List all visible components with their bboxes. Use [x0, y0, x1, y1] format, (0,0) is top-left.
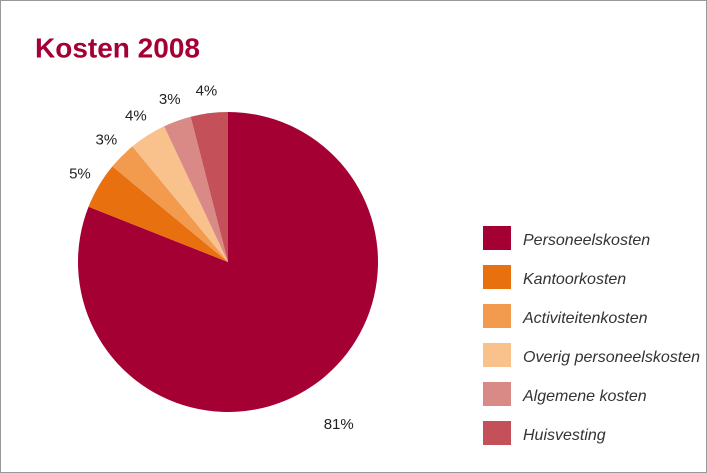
pie-slice: [132, 126, 228, 262]
legend-swatch: [483, 421, 511, 445]
data-label: 4%: [196, 82, 218, 99]
legend-label: Kantoorkosten: [523, 271, 626, 288]
legend-label: Overig personeelskosten: [523, 349, 700, 366]
data-label: 3%: [96, 131, 118, 148]
legend-swatch: [483, 382, 511, 406]
chart-title: Kosten 2008: [35, 32, 200, 63]
pie-slice: [88, 166, 228, 262]
legend-label: Personeelskosten: [523, 232, 650, 249]
data-label: 81%: [324, 416, 354, 433]
legend-label: Activiteitenkosten: [522, 310, 648, 327]
data-label: 5%: [69, 165, 91, 182]
data-label: 4%: [125, 108, 147, 125]
legend-swatch: [483, 343, 511, 367]
legend-swatch: [483, 265, 511, 289]
legend-label: Huisvesting: [523, 427, 606, 444]
legend-label: Algemene kosten: [522, 388, 647, 405]
legend-swatch: [483, 226, 511, 250]
data-label: 3%: [159, 91, 181, 108]
pie-slice: [112, 146, 228, 262]
pie-slice: [78, 112, 378, 413]
legend-swatch: [483, 304, 511, 328]
pie-slice: [164, 116, 228, 262]
pie-slice: [190, 112, 228, 262]
